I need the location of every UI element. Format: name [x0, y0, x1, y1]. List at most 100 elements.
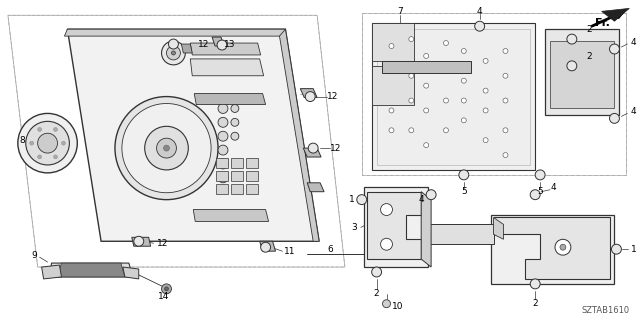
Polygon shape [49, 263, 133, 277]
Text: 2: 2 [586, 52, 591, 61]
Circle shape [115, 97, 218, 200]
Circle shape [122, 103, 211, 193]
Polygon shape [246, 171, 258, 181]
Circle shape [231, 118, 239, 126]
Text: SZTAB1610: SZTAB1610 [582, 306, 630, 315]
Polygon shape [307, 183, 324, 192]
Text: 2: 2 [374, 289, 380, 298]
Circle shape [503, 49, 508, 53]
Polygon shape [190, 43, 260, 55]
Polygon shape [216, 184, 228, 194]
Circle shape [459, 170, 468, 180]
Circle shape [61, 141, 65, 145]
Text: 12: 12 [157, 239, 168, 248]
Text: 14: 14 [158, 292, 169, 301]
Circle shape [503, 128, 508, 133]
Text: 7: 7 [397, 7, 403, 16]
Circle shape [530, 279, 540, 289]
Circle shape [611, 244, 621, 254]
Circle shape [535, 170, 545, 180]
Circle shape [157, 138, 177, 158]
Circle shape [503, 98, 508, 103]
Circle shape [424, 83, 429, 88]
Circle shape [555, 239, 571, 255]
Polygon shape [372, 23, 414, 61]
Polygon shape [216, 158, 228, 168]
Circle shape [409, 73, 414, 78]
Text: 1: 1 [349, 195, 355, 204]
Circle shape [218, 131, 228, 141]
Polygon shape [550, 41, 614, 108]
Circle shape [164, 287, 168, 291]
Polygon shape [58, 263, 125, 277]
Polygon shape [123, 267, 139, 279]
Circle shape [134, 236, 144, 246]
Polygon shape [246, 184, 258, 194]
Polygon shape [493, 218, 504, 239]
Circle shape [308, 143, 318, 153]
Circle shape [26, 121, 69, 165]
Polygon shape [132, 237, 150, 246]
Circle shape [54, 155, 58, 159]
Polygon shape [8, 15, 345, 267]
Text: 9: 9 [32, 251, 38, 260]
Polygon shape [381, 61, 471, 73]
Circle shape [444, 128, 449, 133]
Circle shape [381, 204, 392, 215]
Polygon shape [602, 8, 629, 21]
Circle shape [483, 59, 488, 63]
Circle shape [424, 53, 429, 59]
Polygon shape [260, 241, 275, 251]
Circle shape [426, 190, 436, 200]
Text: 4: 4 [630, 37, 636, 47]
Circle shape [444, 98, 449, 103]
Circle shape [461, 78, 467, 83]
Polygon shape [181, 44, 192, 53]
Polygon shape [426, 224, 493, 244]
Circle shape [567, 34, 577, 44]
Circle shape [483, 108, 488, 113]
Text: 6: 6 [327, 245, 333, 254]
Circle shape [18, 113, 77, 173]
Circle shape [217, 40, 227, 50]
Polygon shape [493, 218, 609, 279]
Text: 4: 4 [477, 7, 483, 16]
Circle shape [172, 51, 175, 55]
Polygon shape [280, 29, 319, 241]
Polygon shape [231, 171, 243, 181]
Circle shape [530, 190, 540, 200]
Text: 12: 12 [198, 40, 209, 49]
Text: 5: 5 [461, 187, 467, 196]
Text: 3: 3 [351, 223, 356, 232]
Polygon shape [364, 187, 428, 267]
Circle shape [444, 68, 449, 73]
Circle shape [145, 126, 188, 170]
Polygon shape [67, 29, 319, 241]
Polygon shape [190, 59, 264, 76]
Text: 13: 13 [224, 40, 236, 49]
Circle shape [461, 49, 467, 53]
Polygon shape [216, 171, 228, 181]
Circle shape [424, 143, 429, 148]
Text: 5: 5 [537, 187, 543, 196]
Text: 4: 4 [419, 195, 424, 204]
Polygon shape [362, 13, 627, 175]
Circle shape [461, 118, 467, 123]
Circle shape [38, 127, 42, 132]
Circle shape [218, 117, 228, 127]
Circle shape [389, 128, 394, 133]
Circle shape [424, 108, 429, 113]
Text: 12: 12 [327, 92, 339, 101]
Text: 11: 11 [284, 247, 295, 256]
Circle shape [164, 145, 170, 151]
Text: 2: 2 [586, 25, 591, 34]
Polygon shape [545, 29, 620, 116]
Circle shape [38, 133, 58, 153]
Circle shape [260, 242, 271, 252]
Circle shape [161, 284, 172, 294]
Polygon shape [65, 29, 285, 36]
Polygon shape [42, 265, 61, 279]
Text: 2: 2 [532, 299, 538, 308]
Circle shape [409, 128, 414, 133]
Circle shape [475, 21, 484, 31]
